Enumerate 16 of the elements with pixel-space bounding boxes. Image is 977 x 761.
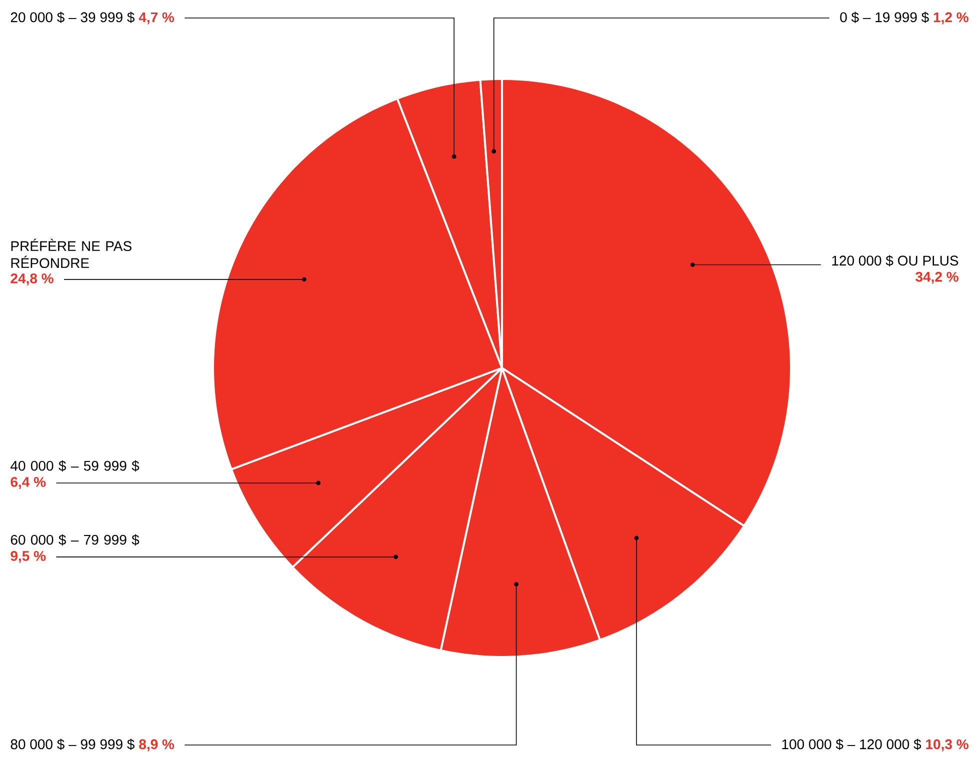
slice-label: 80 000 $ – 99 999 $ [10,738,134,750]
slice-label: 40 000 $ – 59 999 $ [10,460,140,472]
slice-label: 60 000 $ – 79 999 $ [10,534,140,546]
data-label: 1,2 % [934,12,968,24]
data-label: 34,2 % [916,272,958,284]
slice-label: 120 000 $ OU PLUS [832,255,958,266]
data-label: 6,4 % [10,477,46,489]
slice-label: PRÉFÈRE NE PAS RÉPONDRE [11,238,132,268]
data-label: 4,7 % [138,12,174,24]
data-label: 10,3 % [926,739,968,752]
slice-label: 0 $ – 19 999 $ [840,12,929,24]
data-label: 9,5 % [10,550,46,563]
data-label: 24,8 % [10,273,54,286]
data-label: 8,9 % [139,739,174,752]
slice-label: 100 000 $ – 120 000 $ [782,738,922,750]
slice-label: 20 000 $ – 39 999 $ [10,12,134,24]
